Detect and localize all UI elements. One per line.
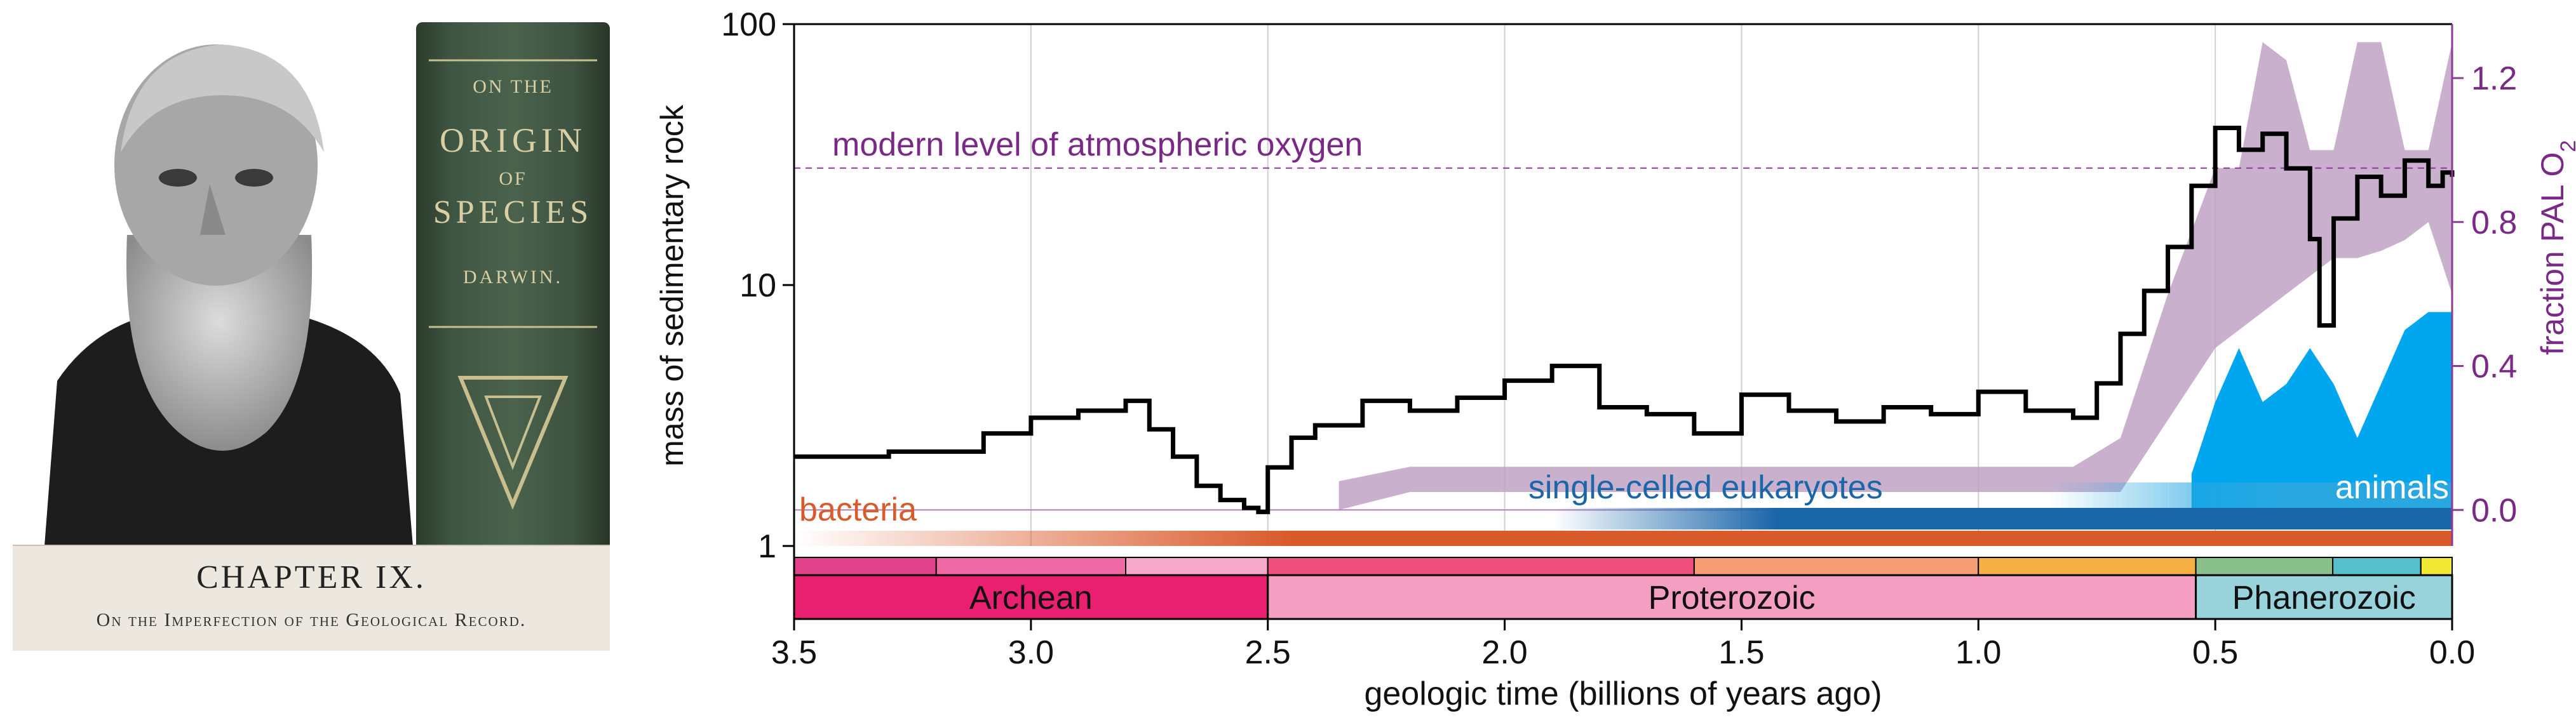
oxygen-range-band: [1339, 42, 2452, 510]
y-axis-label: mass of sedimentary rock: [654, 104, 690, 467]
animals-area: [2191, 312, 2452, 510]
eukaryotes-label: single-celled eukaryotes: [1528, 469, 1883, 506]
modern-oxygen-label: modern level of atmospheric oxygen: [832, 126, 1363, 163]
y2-tick-label: 1.2: [2471, 60, 2517, 97]
y-tick-label: 10: [739, 267, 776, 304]
eon-label: Proterozoic: [1649, 580, 1816, 616]
animals-label: animals: [2335, 469, 2449, 506]
eon-label: Phanerozoic: [2232, 580, 2416, 616]
labels-layer: modern level of atmospheric oxygen: [832, 126, 1363, 163]
x-axis-label: geologic time (billions of years ago): [1364, 675, 1882, 712]
illustration-panel: ON THE ORIGIN OF SPECIES DARWIN. CHAPTER…: [0, 0, 635, 725]
era-bar: [2420, 557, 2453, 576]
era-bar: [793, 557, 937, 576]
y2-axis-label-subscript: 2: [2556, 140, 2576, 152]
era-bar: [1978, 557, 2197, 576]
darwin-portrait: [44, 44, 413, 546]
era-bar: [2332, 557, 2422, 576]
y2-axis-label: fraction PAL O2: [2535, 140, 2576, 356]
animals-bar: [2049, 482, 2452, 508]
x-tick-label: 3.0: [1008, 634, 1054, 671]
eukaryotes-bar: [1552, 508, 2452, 529]
x-tick-label: 0.0: [2429, 634, 2475, 671]
eon-label: Archean: [969, 580, 1093, 616]
x-tick-label: 2.5: [1245, 634, 1291, 671]
era-bar: [2195, 557, 2334, 576]
x-tick-label: 1.5: [1718, 634, 1764, 671]
bacteria-bar: [794, 531, 2452, 546]
x-tick-label: 1.0: [1955, 634, 2001, 671]
x-tick-label: 0.5: [2192, 634, 2238, 671]
y2-tick-label: 0.4: [2471, 349, 2517, 385]
x-tick-label: 2.0: [1481, 634, 1527, 671]
book-spine-ornament: [429, 59, 597, 510]
era-bar: [1125, 557, 1269, 576]
era-bar: [935, 557, 1126, 576]
chapter-caption-strip: [13, 545, 610, 651]
axes-layer: 3.5 3.0 2.5 2.0 1.5 1.0 0.5 0.0 geologic time (b…: [654, 6, 2576, 712]
oxygen-band-layer: [1339, 42, 2452, 510]
life-bars-layer: bacteria single-celled eukaryotes animals: [794, 469, 2452, 546]
chapter-title: CHAPTER IX.: [196, 559, 426, 595]
chapter-subtitle: On the Imperfection of the Geological Re…: [96, 609, 527, 630]
spine-line: OF: [499, 168, 527, 189]
y2-tick-label: 0.0: [2471, 492, 2517, 529]
y2-tick-label: 0.8: [2471, 204, 2517, 241]
spine-line: ORIGIN: [440, 121, 586, 159]
y-tick-label: 100: [721, 6, 776, 43]
spine-line: DARWIN.: [462, 267, 563, 288]
animals-area-layer: [2191, 312, 2452, 510]
era-bar: [1693, 557, 1979, 576]
x-tick-label: 3.5: [771, 634, 817, 671]
spine-line: SPECIES: [433, 194, 593, 230]
rock-mass-line-layer: [794, 126, 2455, 514]
rock-mass-line: [794, 126, 2455, 514]
eon-bars-layer: Archean Proterozoic Phanerozoic: [793, 557, 2453, 620]
y-tick-label: 1: [758, 528, 776, 565]
bacteria-label: bacteria: [799, 491, 917, 528]
spine-line: ON THE: [473, 76, 553, 97]
era-bar: [1267, 557, 1695, 576]
